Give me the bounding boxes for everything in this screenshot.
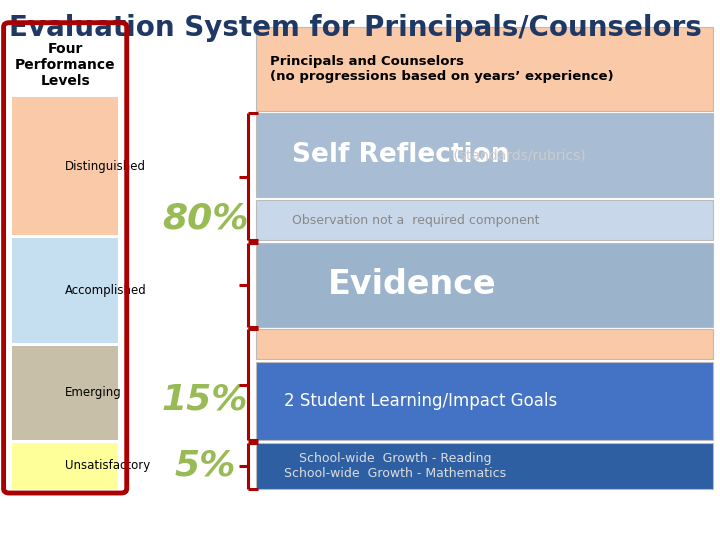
Bar xyxy=(256,362,713,440)
Text: 15%: 15% xyxy=(162,383,248,416)
Text: 2 Student Learning/Impact Goals: 2 Student Learning/Impact Goals xyxy=(284,392,558,410)
Text: Accomplished: Accomplished xyxy=(65,284,147,297)
Text: 5%: 5% xyxy=(174,449,236,482)
Text: Self Reflection: Self Reflection xyxy=(292,142,509,168)
Bar xyxy=(12,443,118,489)
Text: Evaluation System for Principals/Counselors: Evaluation System for Principals/Counsel… xyxy=(9,14,702,42)
Bar xyxy=(256,243,713,327)
Text: (standards/rubrics): (standards/rubrics) xyxy=(449,148,585,162)
Bar xyxy=(12,346,118,440)
Bar xyxy=(256,200,713,240)
Text: Emerging: Emerging xyxy=(65,386,122,400)
Bar xyxy=(256,113,713,197)
Text: Unsatisfactory: Unsatisfactory xyxy=(65,459,150,472)
Text: Observation not a  required component: Observation not a required component xyxy=(292,213,539,227)
Text: Principals and Counselors
(no progressions based on years’ experience): Principals and Counselors (no progressio… xyxy=(270,55,613,83)
Text: Evidence: Evidence xyxy=(328,268,496,301)
Bar xyxy=(256,27,713,111)
Bar xyxy=(12,238,118,343)
Bar xyxy=(256,329,713,359)
Bar xyxy=(256,443,713,489)
Bar xyxy=(12,97,118,235)
Text: Four
Performance
Levels: Four Performance Levels xyxy=(15,42,115,88)
Text: 80%: 80% xyxy=(162,202,248,235)
Text: Distinguished: Distinguished xyxy=(65,159,146,173)
Text: School-wide  Growth - Reading
School-wide  Growth - Mathematics: School-wide Growth - Reading School-wide… xyxy=(284,452,507,480)
